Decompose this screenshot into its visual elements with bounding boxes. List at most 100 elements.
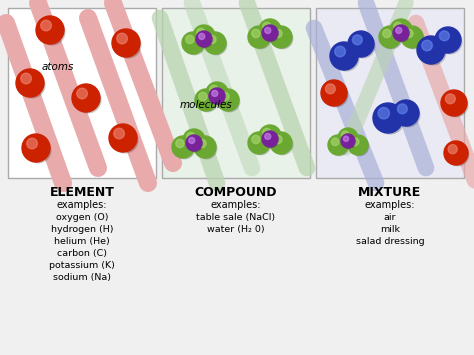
Circle shape — [264, 27, 279, 42]
Circle shape — [383, 29, 391, 38]
Text: examples:: examples: — [57, 200, 107, 210]
Circle shape — [259, 125, 281, 147]
Circle shape — [263, 22, 271, 31]
Text: milk: milk — [380, 225, 400, 234]
Circle shape — [41, 20, 51, 31]
Text: hydrogen (H): hydrogen (H) — [51, 225, 113, 234]
Circle shape — [198, 92, 218, 112]
Circle shape — [21, 73, 31, 84]
FancyBboxPatch shape — [162, 8, 310, 178]
Text: examples:: examples: — [211, 200, 261, 210]
Circle shape — [379, 26, 401, 48]
Circle shape — [274, 135, 282, 144]
Circle shape — [197, 138, 217, 159]
Circle shape — [446, 94, 456, 104]
Circle shape — [39, 19, 65, 45]
Circle shape — [444, 93, 468, 117]
Circle shape — [331, 138, 339, 146]
Circle shape — [197, 28, 205, 37]
Circle shape — [182, 32, 204, 54]
Circle shape — [420, 39, 446, 65]
Circle shape — [75, 87, 101, 113]
Circle shape — [209, 88, 225, 104]
Circle shape — [212, 91, 218, 97]
Circle shape — [343, 136, 356, 148]
Circle shape — [193, 25, 215, 47]
Circle shape — [393, 25, 409, 41]
Circle shape — [248, 132, 270, 154]
Circle shape — [22, 134, 50, 162]
Circle shape — [348, 135, 368, 155]
Text: salad dressing: salad dressing — [356, 237, 424, 246]
Circle shape — [340, 130, 359, 149]
Circle shape — [183, 129, 205, 151]
Text: COMPOUND: COMPOUND — [195, 186, 277, 199]
Circle shape — [209, 84, 229, 105]
Text: potassium (K): potassium (K) — [49, 261, 115, 270]
Circle shape — [262, 25, 278, 41]
Circle shape — [27, 138, 37, 149]
Circle shape — [393, 100, 419, 126]
Circle shape — [376, 106, 404, 134]
Text: water (H₂ 0): water (H₂ 0) — [207, 225, 265, 234]
Circle shape — [422, 40, 432, 51]
Circle shape — [221, 92, 229, 101]
Circle shape — [328, 135, 348, 155]
Text: helium (He): helium (He) — [54, 237, 110, 246]
Circle shape — [210, 85, 218, 94]
Circle shape — [25, 137, 51, 163]
Circle shape — [211, 90, 226, 105]
Circle shape — [217, 89, 239, 111]
Circle shape — [417, 36, 445, 64]
Circle shape — [262, 127, 282, 148]
Circle shape — [199, 92, 207, 101]
Circle shape — [206, 82, 228, 104]
Circle shape — [72, 84, 100, 112]
Circle shape — [321, 80, 347, 106]
Circle shape — [270, 26, 292, 48]
Circle shape — [273, 135, 293, 155]
Circle shape — [252, 29, 260, 38]
Circle shape — [378, 108, 390, 119]
Circle shape — [109, 124, 137, 152]
Circle shape — [172, 136, 194, 158]
Circle shape — [373, 103, 403, 133]
Circle shape — [335, 46, 346, 57]
Circle shape — [382, 28, 402, 49]
Circle shape — [274, 29, 282, 38]
Circle shape — [198, 33, 212, 48]
Circle shape — [264, 133, 279, 148]
Text: carbon (C): carbon (C) — [57, 249, 107, 258]
Text: MIXTURE: MIXTURE — [358, 186, 422, 199]
Circle shape — [112, 29, 140, 57]
Circle shape — [273, 28, 293, 49]
Circle shape — [176, 139, 184, 148]
Circle shape — [392, 22, 413, 42]
Text: table sale (NaCl): table sale (NaCl) — [196, 213, 275, 222]
Circle shape — [199, 33, 205, 39]
Circle shape — [263, 128, 271, 137]
Circle shape — [77, 88, 87, 99]
Circle shape — [341, 131, 349, 138]
Circle shape — [333, 45, 359, 71]
Circle shape — [207, 34, 227, 55]
Circle shape — [195, 89, 217, 111]
Circle shape — [259, 19, 281, 41]
Circle shape — [196, 31, 212, 47]
Circle shape — [351, 34, 375, 58]
Circle shape — [185, 132, 206, 152]
Circle shape — [248, 26, 270, 48]
Circle shape — [350, 137, 369, 156]
Circle shape — [262, 22, 282, 42]
Circle shape — [438, 30, 462, 54]
FancyBboxPatch shape — [8, 8, 156, 178]
Circle shape — [395, 27, 410, 42]
Circle shape — [330, 137, 349, 156]
Circle shape — [16, 69, 44, 97]
Circle shape — [343, 136, 349, 141]
Circle shape — [439, 31, 449, 41]
Circle shape — [174, 138, 195, 159]
Circle shape — [184, 34, 205, 55]
Circle shape — [251, 28, 271, 49]
Circle shape — [208, 35, 216, 44]
